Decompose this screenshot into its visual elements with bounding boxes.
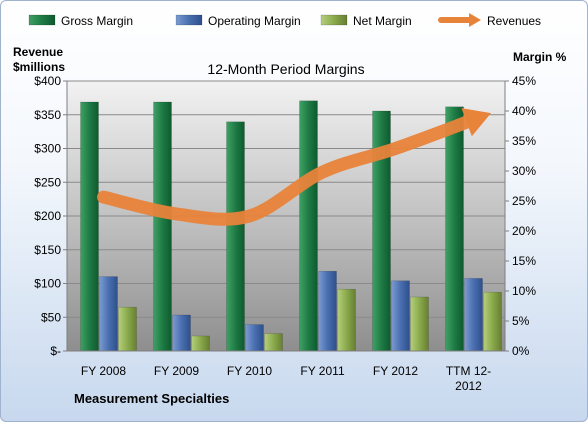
left-tick-label: $200 xyxy=(34,209,61,223)
left-axis-ticks: $- $50 $100 $150 $200 $250 $300 $350 $400 xyxy=(34,74,67,358)
legend: Gross Margin Operating Margin Net Margin Re… xyxy=(28,13,541,28)
x-tick-label: TTM 12-2012 xyxy=(446,364,491,393)
right-tick-label: 20% xyxy=(512,224,536,238)
x-tick-label-line: 2012 xyxy=(455,379,482,393)
right-tick-label: 5% xyxy=(512,314,530,328)
revenue-line-path xyxy=(97,115,475,226)
x-tick-label: FY 2008 xyxy=(81,364,126,378)
right-axis-label: Margin % xyxy=(513,50,567,64)
left-tick-label: $50 xyxy=(41,310,61,324)
x-tick-label-line: FY 2009 xyxy=(154,364,199,378)
gridlines xyxy=(67,80,505,318)
legend-label-gross-margin: Gross Margin xyxy=(61,14,133,28)
left-tick-label: $150 xyxy=(34,243,61,257)
bar-gross-margin xyxy=(80,101,99,352)
x-tick-label-line: FY 2012 xyxy=(373,364,418,378)
right-tick-label: 25% xyxy=(512,194,536,208)
bar-operating-margin xyxy=(391,280,410,352)
legend-swatch-net-margin xyxy=(320,14,348,26)
revenue-line xyxy=(97,108,492,226)
chart-footer: Measurement Specialties xyxy=(74,391,229,406)
left-tick-label: $350 xyxy=(34,108,61,122)
right-tick-label: 45% xyxy=(512,74,536,88)
left-tick-label: $300 xyxy=(34,142,61,156)
x-tick-label: FY 2011 xyxy=(300,364,345,378)
x-tick-label: FY 2010 xyxy=(227,364,272,378)
bar-operating-margin xyxy=(318,270,337,352)
bar-gross-margin xyxy=(445,106,464,352)
x-tick-label: FY 2009 xyxy=(154,364,199,378)
legend-swatch-operating-margin xyxy=(175,14,203,26)
left-axis-label-line: $millions xyxy=(13,60,65,74)
x-tick-label-line: FY 2011 xyxy=(300,364,345,378)
x-tick-label: FY 2012 xyxy=(373,364,418,378)
left-tick-label: $400 xyxy=(34,74,61,88)
right-tick-label: 15% xyxy=(512,254,536,268)
legend-swatch-gross-margin xyxy=(28,14,56,26)
right-axis-ticks: 0% 5% 10% 15% 20% 25% 30% 35% 40% 45% xyxy=(505,74,536,358)
bar-gross-margin xyxy=(299,100,318,352)
right-tick-label: 10% xyxy=(512,284,536,298)
bar-net-margin xyxy=(118,306,137,352)
bar-net-margin xyxy=(191,335,210,352)
right-tick-label: 30% xyxy=(512,164,536,178)
bar-operating-margin xyxy=(172,314,191,352)
x-tick-label-line: FY 2010 xyxy=(227,364,272,378)
right-tick-label: 0% xyxy=(512,344,530,358)
bar-net-margin xyxy=(410,296,429,352)
left-tick-label: $- xyxy=(50,344,61,358)
right-tick-label: 40% xyxy=(512,104,536,118)
left-tick-label: $250 xyxy=(34,175,61,189)
right-tick-label: 35% xyxy=(512,134,536,148)
bar-operating-margin xyxy=(464,278,483,352)
bar-net-margin xyxy=(483,291,502,352)
legend-label-operating-margin: Operating Margin xyxy=(208,14,301,28)
bar-net-margin xyxy=(264,333,283,352)
revenue-arrow-head xyxy=(461,108,492,137)
bar-operating-margin xyxy=(245,324,264,352)
chart-title: 12-Month Period Margins xyxy=(207,61,364,77)
bar-net-margin xyxy=(337,288,356,352)
bar-operating-margin xyxy=(99,276,118,352)
legend-label-net-margin: Net Margin xyxy=(353,14,412,28)
bar-gross-margin xyxy=(153,101,172,352)
left-axis-label: Revenue $millions xyxy=(13,45,65,74)
left-tick-label: $100 xyxy=(34,277,61,291)
bar-gross-margin xyxy=(226,121,245,352)
x-axis-ticks: FY 2008 FY 2009 FY 2010 FY 2011 FY 2012 TTM 1… xyxy=(81,364,491,393)
legend-label-revenues: Revenues xyxy=(487,14,541,28)
x-tick-label-line: FY 2008 xyxy=(81,364,126,378)
x-tick-label-line: TTM 12- xyxy=(446,364,491,378)
left-axis-label-line: Revenue xyxy=(13,45,63,59)
legend-arrow-revenues xyxy=(469,13,481,27)
